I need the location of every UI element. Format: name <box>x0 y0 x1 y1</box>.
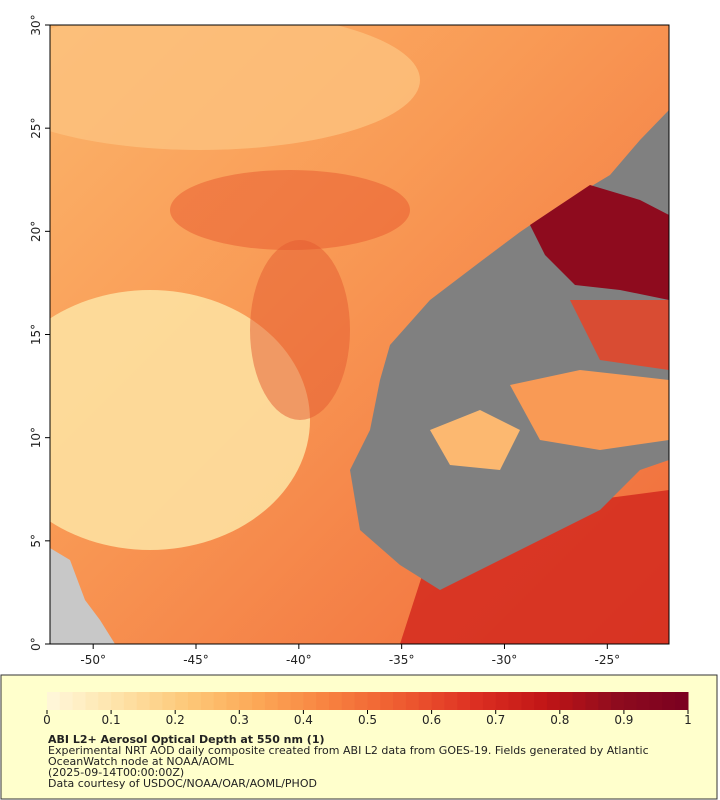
x-tick-label: -40° <box>286 653 312 667</box>
x-tick-label: -30° <box>492 653 518 667</box>
colorbar-tick-label: 0.5 <box>358 713 377 727</box>
colorbar-tick-label: 0.6 <box>422 713 441 727</box>
caption-title: ABI L2+ Aerosol Optical Depth at 550 nm … <box>48 733 325 746</box>
colorbar-swatch <box>111 692 125 710</box>
colorbar-swatch <box>559 692 574 710</box>
colorbar-swatch <box>239 692 253 710</box>
colorbar-swatch <box>264 692 279 710</box>
colorbar-swatch <box>662 692 676 710</box>
colorbar-swatch <box>136 692 151 710</box>
colorbar-swatch <box>418 692 433 710</box>
colorbar-swatch <box>585 692 599 710</box>
colorbar-swatch <box>636 692 651 710</box>
colorbar-swatch <box>252 692 266 710</box>
colorbar-swatch <box>188 692 202 710</box>
colorbar-tick-label: 0.9 <box>614 713 633 727</box>
x-tick-label: -45° <box>183 653 209 667</box>
colorbar-tick-label: 0 <box>43 713 51 727</box>
colorbar-swatch <box>162 692 176 710</box>
colorbar-swatch <box>290 692 304 710</box>
colorbar-swatch <box>444 692 458 710</box>
caption-line: Data courtesy of USDOC/NOAA/OAR/AOML/PHO… <box>48 777 317 790</box>
colorbar-tick-label: 0.3 <box>230 713 249 727</box>
colorbar-tick-label: 0.4 <box>294 713 313 727</box>
colorbar-swatch <box>226 692 240 710</box>
colorbar-swatch <box>200 692 215 710</box>
colorbar-swatch <box>393 692 407 710</box>
colorbar-swatch <box>495 692 510 710</box>
colorbar-swatch <box>85 692 99 710</box>
colorbar-swatch <box>59 692 74 710</box>
colorbar-swatch <box>598 692 612 710</box>
colorbar-swatch <box>405 692 420 710</box>
colorbar-swatch <box>72 692 86 710</box>
caption-line: OceanWatch node at NOAA/AOML <box>48 755 235 768</box>
x-tick-label: -50° <box>80 653 106 667</box>
y-tick-label: 0° <box>29 637 43 651</box>
y-tick-label: 10° <box>29 427 43 448</box>
colorbar-swatch <box>534 692 548 710</box>
colorbar-swatch <box>149 692 163 710</box>
y-tick-label: 20° <box>29 221 43 242</box>
colorbar-swatch <box>303 692 317 710</box>
colorbar-swatch <box>457 692 471 710</box>
colorbar-swatch <box>508 692 522 710</box>
y-tick-label: 15° <box>29 324 43 345</box>
colorbar-tick-label: 0.2 <box>166 713 185 727</box>
colorbar-tick-label: 0.7 <box>486 713 505 727</box>
colorbar-swatch <box>367 692 381 710</box>
colorbar-swatch <box>521 692 535 710</box>
y-tick-label: 25° <box>29 118 43 139</box>
colorbar-swatch <box>546 692 561 710</box>
x-tick-label: -25° <box>595 653 621 667</box>
colorbar-swatch <box>380 692 394 710</box>
colorbar-swatch <box>341 692 356 710</box>
colorbar-swatch <box>47 692 61 710</box>
colorbar-swatch <box>470 692 484 710</box>
y-tick-label: 5° <box>29 534 43 548</box>
colorbar-swatch <box>175 692 189 710</box>
colorbar-tick-label: 0.1 <box>102 713 121 727</box>
colorbar-swatch <box>123 692 138 710</box>
caption-line: Experimental NRT AOD daily composite cre… <box>48 744 649 757</box>
colorbar-swatch <box>431 692 445 710</box>
colorbar-swatch <box>316 692 330 710</box>
x-tick-label: -35° <box>389 653 415 667</box>
colorbar-swatch <box>572 692 586 710</box>
colorbar-swatch <box>277 692 292 710</box>
colorbar-swatch <box>213 692 227 710</box>
colorbar-swatch <box>623 692 638 710</box>
colorbar-swatch <box>354 692 368 710</box>
colorbar-swatch <box>98 692 112 710</box>
colorbar-swatch <box>649 692 663 710</box>
colorbar-swatch <box>482 692 497 710</box>
colorbar-swatch <box>611 692 625 710</box>
caption-line: (2025-09-14T00:00:00Z) <box>48 766 184 779</box>
aod-field <box>50 25 669 644</box>
y-tick-label: 30° <box>29 14 43 35</box>
colorbar-swatch <box>675 692 689 710</box>
colorbar-tick-label: 1 <box>684 713 692 727</box>
colorbar-tick-label: 0.8 <box>550 713 569 727</box>
colorbar-swatch <box>329 692 343 710</box>
